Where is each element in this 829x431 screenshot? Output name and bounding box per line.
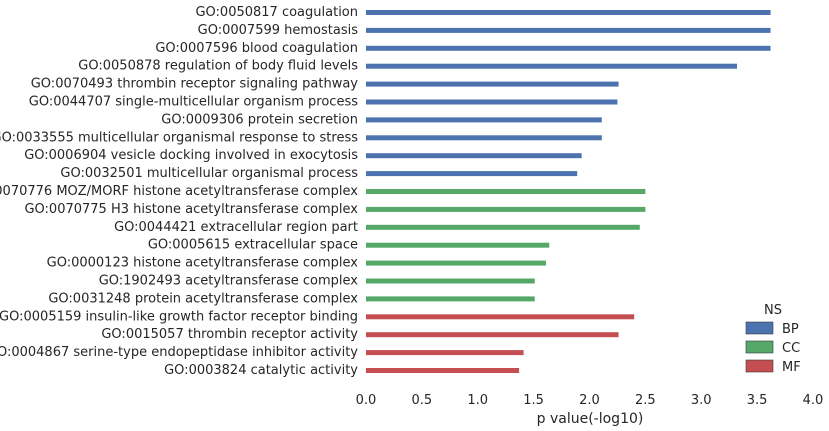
bar-cc — [366, 260, 546, 266]
legend-swatch-cc — [745, 340, 774, 354]
x-tick-label: 4.0 — [803, 393, 824, 408]
category-label: GO:0044421 extracellular region part — [114, 220, 358, 235]
legend-swatch-bp — [745, 321, 774, 335]
category-label: GO:0005615 extracellular space — [148, 238, 358, 253]
bar-mf — [366, 332, 619, 338]
legend: NS BP CC MF — [745, 303, 801, 375]
bar-bp — [366, 99, 618, 105]
bar-cc — [366, 224, 640, 230]
category-label: GO:0005159 insulin-like growth factor re… — [0, 309, 358, 324]
x-tick-label: 2.0 — [579, 393, 600, 408]
bar-cc — [366, 278, 535, 284]
bar-cc — [366, 189, 646, 194]
x-tick-labels-group: 0.0 0.5 1.0 1.5 2.0 2.5 3.0 3.5 4.0 — [356, 393, 824, 408]
category-label: GO:0007599 hemostasis — [198, 23, 359, 38]
bar-bp — [366, 27, 771, 33]
category-label: GO:0000123 histone acetyltransferase com… — [47, 256, 359, 271]
category-label: GO:0050878 regulation of body fluid leve… — [78, 59, 358, 74]
category-label: GO:0004867 serine-type endopeptidase inh… — [0, 345, 358, 360]
x-tick-label: 1.0 — [467, 393, 488, 408]
legend-swatch-mf — [745, 359, 774, 373]
x-tick-label: 3.5 — [747, 393, 768, 408]
category-label: GO:0032501 multicellular organismal proc… — [60, 166, 358, 181]
bar-bp — [366, 10, 771, 15]
bar-mf — [366, 368, 520, 373]
category-label: GO:0070775 H3 histone acetyltransferase … — [24, 202, 358, 217]
bar-bp — [366, 117, 602, 123]
category-label: GO:0044707 single-multicellular organism… — [29, 95, 358, 110]
category-label: GO:0070776 MOZ/MORF histone acetyltransf… — [0, 184, 358, 199]
bar-bp — [366, 81, 619, 87]
bar-cc — [366, 242, 550, 248]
category-label: GO:0006904 vesicle docking involved in e… — [24, 148, 358, 163]
bar-cc — [366, 296, 535, 302]
legend-label-mf: MF — [782, 360, 801, 375]
bar-bp — [366, 45, 771, 51]
category-label: GO:0007596 blood coagulation — [155, 41, 358, 56]
x-tick-label: 1.5 — [523, 393, 544, 408]
legend-label-cc: CC — [782, 341, 800, 356]
x-tick-label: 3.0 — [691, 393, 712, 408]
legend-label-bp: BP — [782, 322, 799, 337]
category-label: GO:0003824 catalytic activity — [164, 363, 358, 378]
x-tick-label: 0.5 — [412, 393, 433, 408]
bar-cc — [366, 206, 646, 212]
bar-bp — [366, 135, 602, 141]
category-label: GO:0031248 protein acetyltransferase com… — [48, 291, 358, 306]
x-tick-label: 0.0 — [356, 393, 377, 408]
legend-entries-group: BP CC MF — [745, 321, 801, 375]
bar-mf — [366, 350, 524, 356]
bar-bp — [366, 63, 738, 69]
bar-mf — [366, 314, 635, 320]
bar-bp — [366, 153, 582, 159]
category-labels-group: GO:0050817 coagulation GO:0007599 hemosta… — [0, 5, 358, 378]
category-label: GO:1902493 acetyltransferase complex — [99, 274, 359, 289]
category-label: GO:0009306 protein secretion — [161, 112, 358, 127]
x-tick-label: 2.5 — [635, 393, 656, 408]
x-axis-title: p value(-log10) — [537, 411, 644, 427]
category-label: GO:0015057 thrombin receptor activity — [101, 327, 358, 342]
bar-bp — [366, 171, 578, 177]
category-label: GO:0070493 thrombin receptor signaling p… — [31, 77, 359, 92]
bars-group — [366, 10, 771, 373]
category-label: GO:0033555 multicellular organismal resp… — [0, 130, 358, 145]
legend-title: NS — [764, 303, 782, 318]
category-label: GO:0050817 coagulation — [195, 5, 358, 20]
